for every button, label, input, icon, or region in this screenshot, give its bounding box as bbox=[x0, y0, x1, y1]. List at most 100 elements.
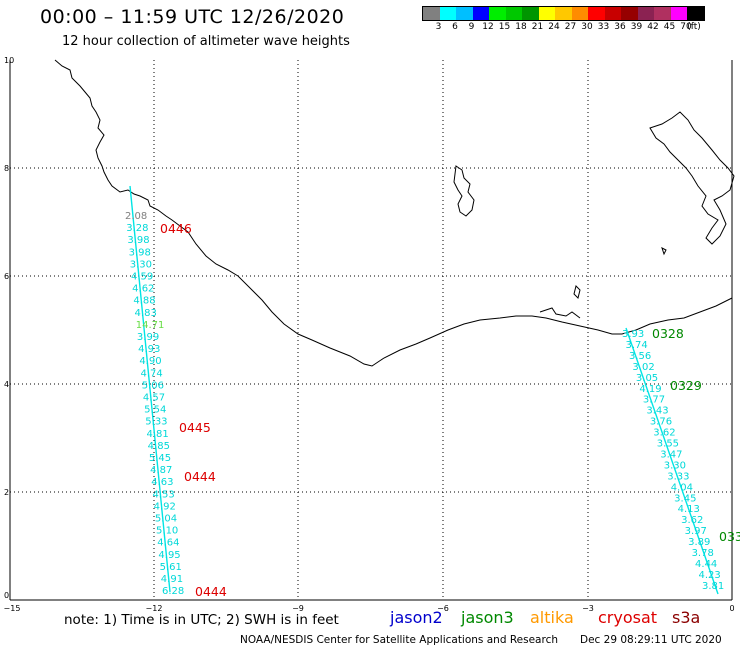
coastline-northeast bbox=[649, 111, 735, 245]
legend-label: 24 bbox=[548, 22, 560, 32]
track-value: 3.98 bbox=[129, 247, 151, 258]
track-value: 5.61 bbox=[160, 562, 182, 573]
legend-label: 6 bbox=[452, 22, 458, 32]
track-value: 4.13 bbox=[678, 504, 700, 515]
track-value: 2.08 bbox=[125, 211, 147, 222]
track-line-west bbox=[129, 185, 171, 593]
track-value: 3.78 bbox=[692, 548, 714, 559]
track-value: 5.04 bbox=[155, 514, 177, 525]
track-value: 5.10 bbox=[156, 526, 178, 537]
track-value: 3.74 bbox=[625, 340, 647, 351]
page-subtitle: 12 hour collection of altimeter wave hei… bbox=[62, 34, 350, 49]
legend-swatch bbox=[489, 7, 506, 20]
track-value: 4.19 bbox=[639, 384, 661, 395]
track-value: 3.77 bbox=[643, 395, 665, 406]
legend-label: (ft) bbox=[687, 22, 701, 32]
island-cape-verde bbox=[453, 165, 475, 217]
track-value: 4.53 bbox=[152, 489, 174, 500]
track-value: 3.97 bbox=[685, 526, 707, 537]
track-value: 3.43 bbox=[646, 406, 668, 417]
legend-swatch bbox=[621, 7, 638, 20]
x-tick-label: −15 bbox=[4, 604, 21, 613]
legend-swatch bbox=[439, 7, 456, 20]
track-value: 4.88 bbox=[133, 296, 155, 307]
track-time-label: 0329 bbox=[670, 378, 702, 393]
color-scale-legend bbox=[422, 6, 705, 21]
track-value: 4.83 bbox=[135, 308, 157, 319]
legend-swatch bbox=[637, 7, 654, 20]
track-value: 4.95 bbox=[158, 550, 180, 561]
satellite-label-s3a: s3a bbox=[672, 608, 701, 627]
track-value: 3.99 bbox=[137, 332, 159, 343]
legend-swatch bbox=[522, 7, 539, 20]
legend-label: 42 bbox=[647, 22, 659, 32]
grid bbox=[10, 60, 732, 600]
track-value: 3.05 bbox=[636, 373, 658, 384]
legend-swatch bbox=[670, 7, 687, 20]
coastline-west-africa bbox=[54, 59, 733, 367]
track-time-label: 0446 bbox=[160, 221, 192, 236]
track-value: 3.98 bbox=[127, 235, 149, 246]
legend-label: 33 bbox=[597, 22, 610, 32]
legend-swatch bbox=[687, 7, 704, 20]
track-time-label: 0444 bbox=[195, 584, 227, 599]
track-value: 5.45 bbox=[149, 453, 171, 464]
track-value: 3.30 bbox=[664, 460, 686, 471]
track-value: 4.85 bbox=[148, 441, 170, 452]
y-tick-label: 6 bbox=[4, 272, 9, 281]
track-value: 4.74 bbox=[141, 368, 163, 379]
satellite-tracks bbox=[129, 185, 719, 595]
track-value: 4.90 bbox=[139, 356, 161, 367]
track-value: 3.81 bbox=[702, 581, 724, 592]
track-line-east bbox=[625, 327, 719, 595]
legend-label: 15 bbox=[498, 22, 511, 32]
track-value: 4.93 bbox=[138, 344, 160, 355]
page-title: 00:00 – 11:59 UTC 12/26/2020 bbox=[40, 6, 345, 28]
legend-label: 18 bbox=[515, 22, 527, 32]
legend-swatch bbox=[555, 7, 572, 20]
satellite-label-jason3: jason3 bbox=[461, 608, 514, 627]
legend-label: 39 bbox=[630, 22, 643, 32]
track-time-label: 0445 bbox=[179, 420, 211, 435]
y-tick-label: 0 bbox=[4, 591, 9, 600]
track-value: 3.76 bbox=[650, 417, 672, 428]
x-tick-label: −9 bbox=[292, 604, 304, 613]
y-tick-label: 4 bbox=[4, 380, 9, 389]
track-value: 3.93 bbox=[622, 329, 644, 340]
x-tick-label: −6 bbox=[437, 604, 449, 613]
track-value: 4.64 bbox=[157, 538, 179, 549]
track-value: 3.62 bbox=[653, 428, 675, 439]
legend-label: 36 bbox=[614, 22, 626, 32]
track-value: 14.71 bbox=[136, 320, 165, 331]
x-tick-label: −3 bbox=[582, 604, 594, 613]
map-frame bbox=[9, 60, 733, 601]
track-value: 3.28 bbox=[126, 223, 148, 234]
track-value: 4.23 bbox=[699, 570, 721, 581]
track-value: 3.47 bbox=[660, 449, 682, 460]
satellite-label-altika: altika bbox=[530, 608, 574, 627]
track-value: 3.30 bbox=[130, 259, 152, 270]
x-tick-label: 0 bbox=[729, 604, 734, 613]
island-small-2 bbox=[661, 247, 667, 256]
track-value: 4.44 bbox=[695, 559, 717, 570]
coastline-gulf-detail bbox=[539, 307, 581, 319]
track-value: 4.87 bbox=[150, 465, 172, 476]
legend-swatch bbox=[654, 7, 671, 20]
color-scale-labels: 3 6 9 12 15 18 21 24 27 30 33 36 39 42 45 70 (ft) bbox=[422, 22, 740, 34]
track-value: 3.62 bbox=[681, 515, 703, 526]
legend-swatch bbox=[571, 7, 588, 20]
footnote: note: 1) Time is in UTC; 2) SWH is in fe… bbox=[64, 612, 339, 628]
track-value: 5.54 bbox=[144, 405, 166, 416]
legend-swatch bbox=[423, 7, 440, 20]
track-value: 5.06 bbox=[142, 380, 164, 391]
track-value: 3.33 bbox=[667, 471, 689, 482]
track-labels: 2.083.283.983.983.304.594.624.884.8314.7… bbox=[125, 211, 740, 599]
track-time-label: 033 bbox=[719, 529, 740, 544]
track-value: 5.33 bbox=[145, 417, 167, 428]
legend-label: 3 bbox=[435, 22, 442, 32]
legend-swatch bbox=[538, 7, 555, 20]
track-value: 4.81 bbox=[146, 429, 168, 440]
legend-label: 9 bbox=[468, 22, 475, 32]
track-value: 4.57 bbox=[143, 393, 165, 404]
